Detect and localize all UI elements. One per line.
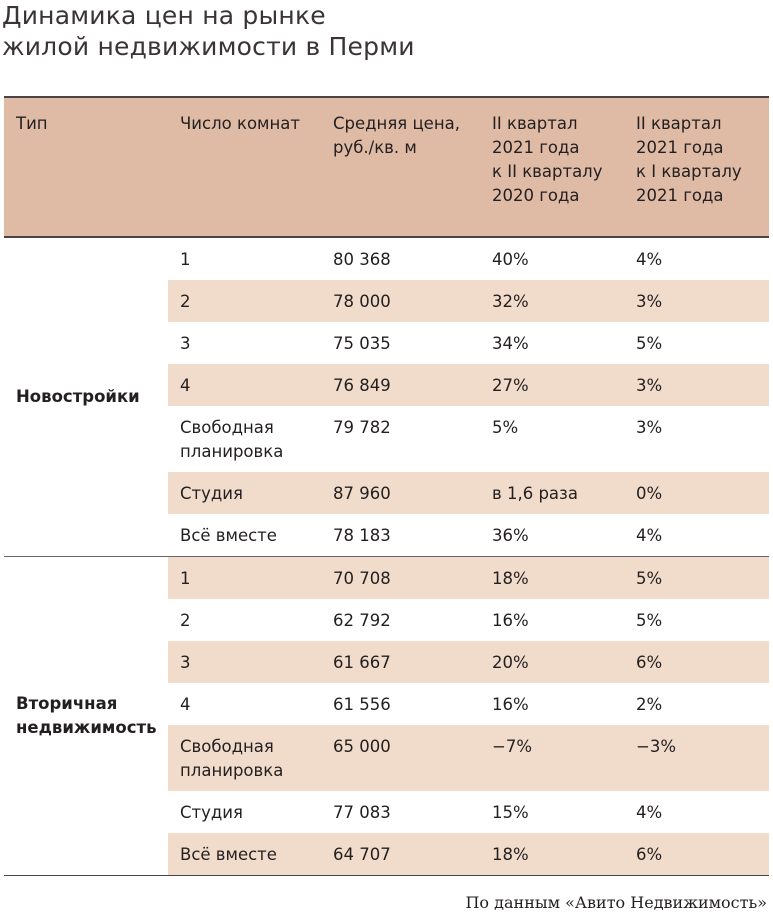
cell-yoy: 18% [492,845,529,864]
cell-rooms: 4 [180,376,191,395]
cell-yoy: 40% [492,250,529,269]
cell-price: 87 960 [333,484,391,503]
cell-price: 78 000 [333,292,391,311]
cell-qoq: 0% [636,484,663,503]
source-note: По данным «Авито Недвижимость» [465,893,767,912]
cell-yoy: 34% [492,334,529,353]
cell-qoq: 5% [636,611,663,630]
cell-qoq: 6% [636,845,663,864]
table-row: 1 80 368 40% 4% [168,238,769,280]
table-row: 4 76 849 27% 3% [168,364,769,406]
table-row: Всё вместе 64 707 18% 6% [168,833,769,875]
table-header: Тип Число комнат Средняя цена, руб./кв. … [4,98,769,238]
table-group: Новостройки 1 80 368 40% 4% 2 78 000 32% 3% 3 75 0… [4,238,769,557]
table-row: 2 78 000 32% 3% [168,280,769,322]
cell-price: 80 368 [333,250,391,269]
table-row: Студия 77 083 15% 4% [168,791,769,833]
table-row: Свободная планировка 79 782 5% 3% [168,406,769,472]
cell-rooms: 3 [180,653,191,672]
cell-price: 78 183 [333,526,391,545]
cell-yoy: 5% [492,418,519,437]
cell-yoy: 27% [492,376,529,395]
table-row: 3 75 035 34% 5% [168,322,769,364]
group-type: Новостройки [16,387,140,406]
cell-qoq: 4% [636,526,663,545]
cell-rooms: Свободная планировка [180,418,284,461]
cell-price: 65 000 [333,737,391,756]
cell-qoq: 2% [636,695,663,714]
cell-rooms: 2 [180,292,191,311]
title-line-2: жилой недвижимости в Перми [2,32,415,61]
cell-price: 61 556 [333,695,391,714]
cell-rooms: 1 [180,569,191,588]
cell-qoq: 3% [636,292,663,311]
cell-qoq: 3% [636,418,663,437]
cell-yoy: 18% [492,569,529,588]
table-row: Всё вместе 78 183 36% 4% [168,514,769,556]
cell-rooms: 3 [180,334,191,353]
header-type: Тип [16,114,48,133]
cell-yoy: 36% [492,526,529,545]
table-row: 3 61 667 20% 6% [168,641,769,683]
cell-qoq: 3% [636,376,663,395]
cell-price: 75 035 [333,334,391,353]
cell-price: 64 707 [333,845,391,864]
cell-price: 61 667 [333,653,391,672]
table-group: Вторичная недвижимость 1 70 708 18% 5% 2 62 79… [4,557,769,875]
cell-rooms: Всё вместе [180,845,277,864]
cell-qoq: 4% [636,803,663,822]
cell-price: 77 083 [333,803,391,822]
cell-rooms: 2 [180,611,191,630]
title-line-1: Динамика цен на рынке [2,1,326,30]
table-row: 4 61 556 16% 2% [168,683,769,725]
cell-yoy: 32% [492,292,529,311]
cell-price: 76 849 [333,376,391,395]
cell-rooms: 1 [180,250,191,269]
cell-qoq: −3% [636,737,677,756]
cell-rooms: Студия [180,803,243,822]
cell-price: 70 708 [333,569,391,588]
cell-qoq: 6% [636,653,663,672]
cell-yoy: 20% [492,653,529,672]
cell-rooms: Всё вместе [180,526,277,545]
cell-yoy: 15% [492,803,529,822]
table-row: 1 70 708 18% 5% [168,557,769,599]
cell-yoy: 16% [492,611,529,630]
cell-price: 79 782 [333,418,391,437]
header-price: Средняя цена, руб./кв. м [333,114,460,157]
group-type: Вторичная недвижимость [16,694,157,737]
header-rooms: Число комнат [180,114,301,133]
price-table: Тип Число комнат Средняя цена, руб./кв. … [4,96,769,876]
cell-qoq: 4% [636,250,663,269]
cell-rooms: Студия [180,484,243,503]
cell-yoy: 16% [492,695,529,714]
page-title: Динамика цен на рынке жилой недвижимости… [2,0,415,62]
cell-yoy: в 1,6 раза [492,484,578,503]
cell-rooms: Свободная планировка [180,737,284,780]
header-qoq: II квартал 2021 года к I кварталу 2021 г… [636,114,742,205]
cell-qoq: 5% [636,334,663,353]
header-yoy: II квартал 2021 года к II кварталу 2020 … [492,114,603,205]
table-row: Студия 87 960 в 1,6 раза 0% [168,472,769,514]
table-row: 2 62 792 16% 5% [168,599,769,641]
cell-rooms: 4 [180,695,191,714]
cell-yoy: −7% [492,737,533,756]
table-row: Свободная планировка 65 000 −7% −3% [168,725,769,791]
cell-qoq: 5% [636,569,663,588]
cell-price: 62 792 [333,611,391,630]
